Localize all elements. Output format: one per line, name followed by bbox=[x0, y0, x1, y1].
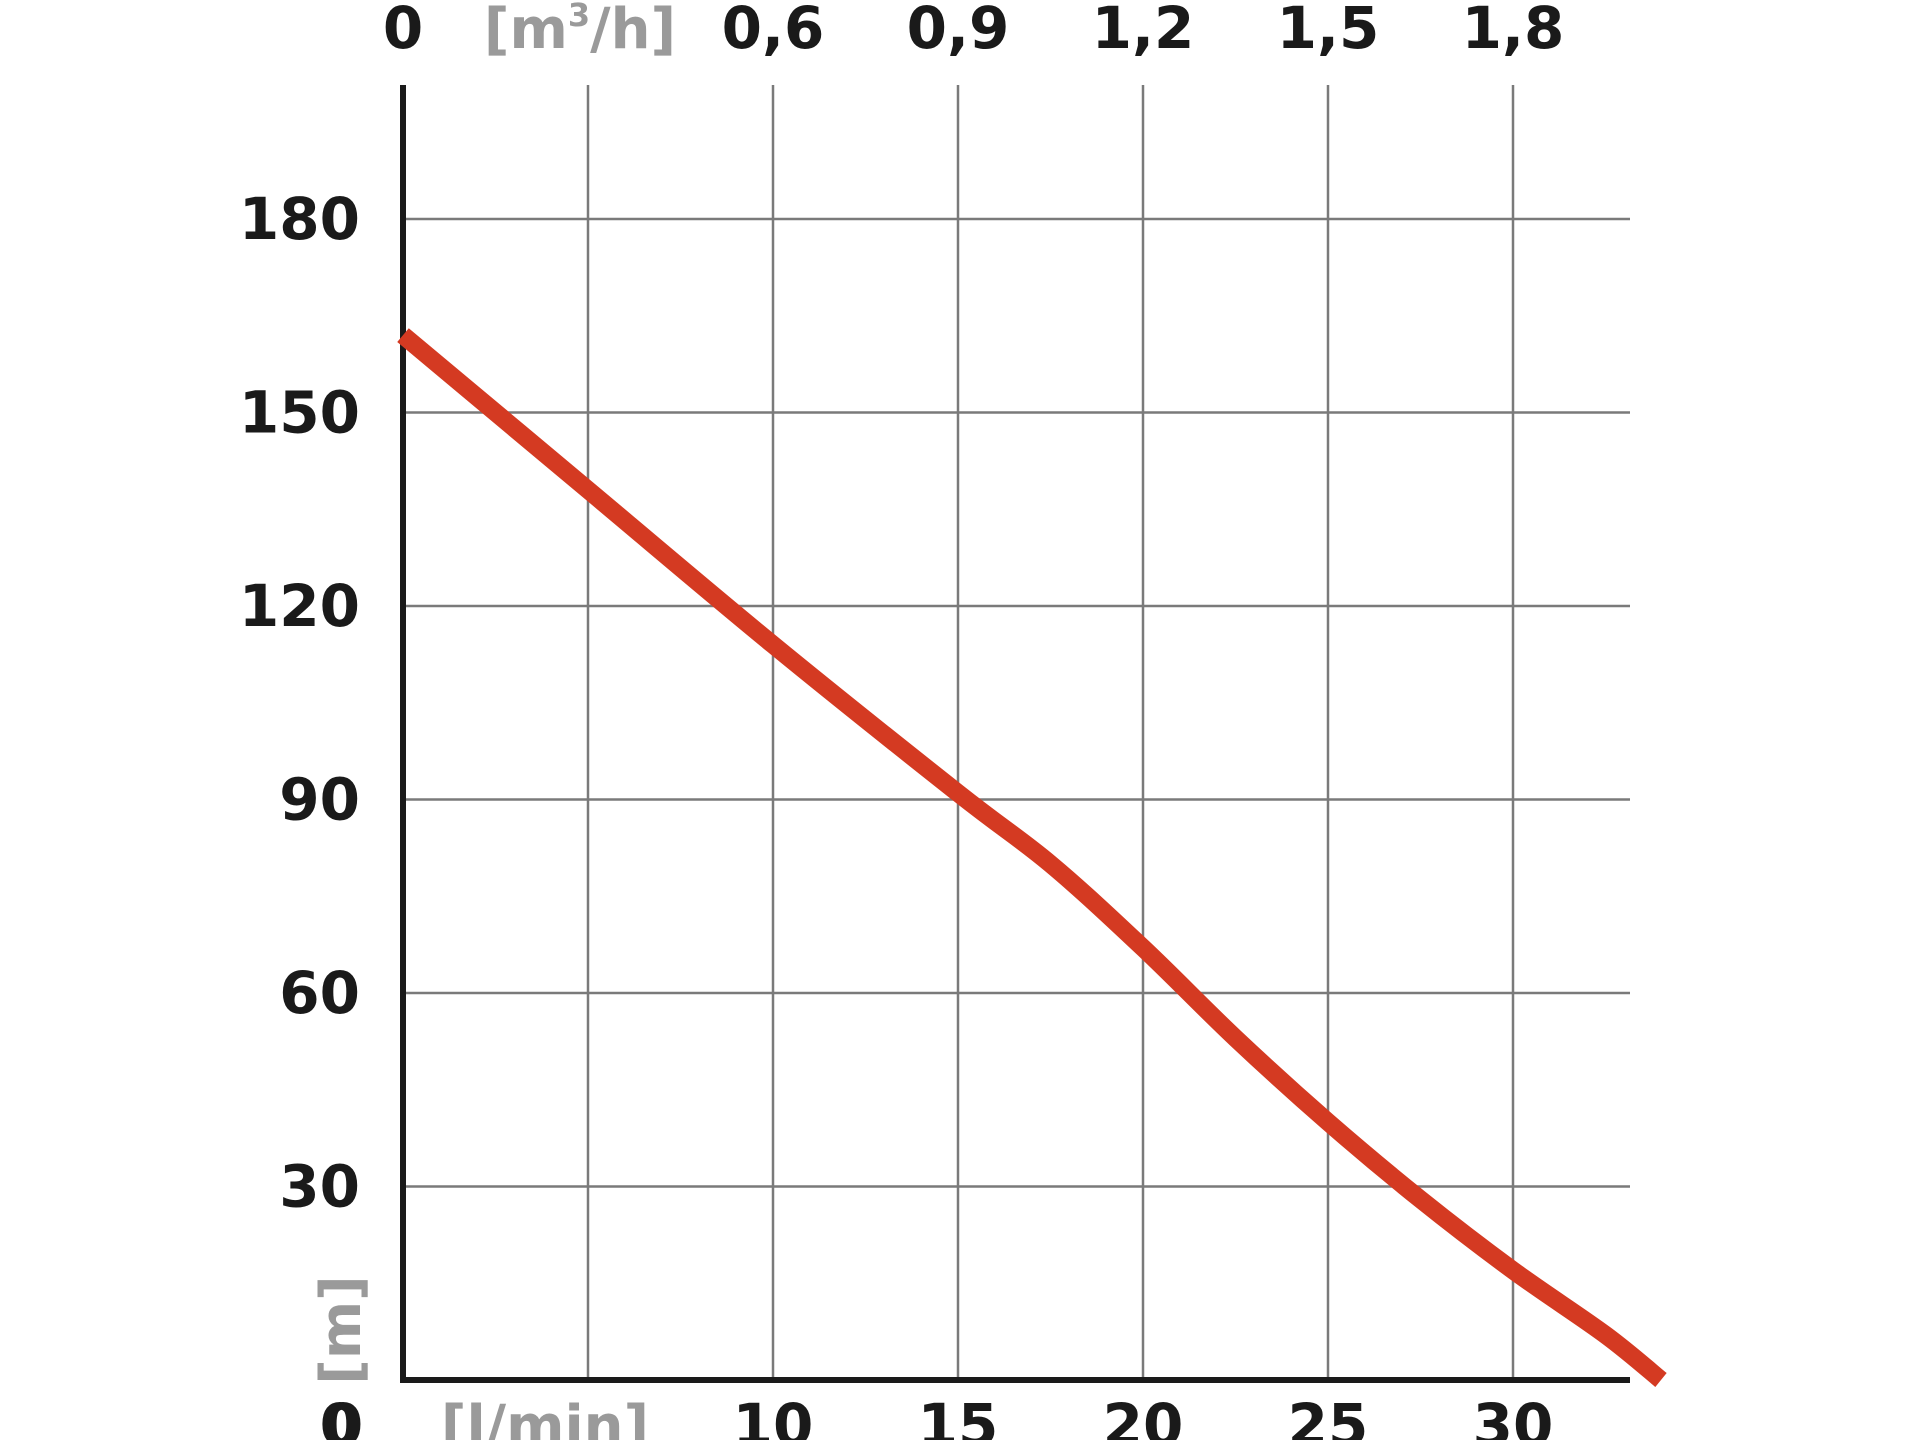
x-axis-unit-label: [l/min] bbox=[441, 1394, 649, 1440]
y-tick-label-4: 150 bbox=[239, 379, 360, 447]
y-tick-label-0: 30 bbox=[279, 1153, 360, 1221]
y-tick-label-1: 60 bbox=[279, 959, 360, 1027]
axes bbox=[400, 85, 1630, 1383]
x2-axis-unit-label: [m3/h] bbox=[484, 0, 676, 62]
x2-tick-label-1: 0,6 bbox=[722, 0, 825, 62]
tick-labels: 0 10 15 20 25 30 0 0,6 0,9 1,2 1,5 1,8 30 60 90 120 150 1… bbox=[239, 0, 1564, 1440]
y-origin-tick-label: 0 bbox=[320, 1391, 360, 1440]
series-line-0 bbox=[397, 328, 1667, 1387]
x-tick-label-0: 0 bbox=[323, 1391, 363, 1440]
x-tick-label-5: 30 bbox=[1473, 1391, 1554, 1440]
x2-tick-label-3: 1,2 bbox=[1092, 0, 1195, 62]
x2-tick-label-2: 0,9 bbox=[907, 0, 1010, 62]
x2-unit-superscript: 3 bbox=[568, 0, 590, 34]
x-tick-label-2: 15 bbox=[918, 1391, 999, 1440]
x2-unit-prefix: [m bbox=[484, 0, 568, 62]
x-tick-label-3: 20 bbox=[1103, 1391, 1184, 1440]
x2-tick-label-4: 1,5 bbox=[1277, 0, 1380, 62]
x2-tick-label-0: 0 bbox=[383, 0, 423, 62]
x-tick-label-1: 10 bbox=[733, 1391, 814, 1440]
x2-unit-suffix: /h] bbox=[590, 0, 676, 62]
y-tick-label-3: 120 bbox=[239, 572, 360, 640]
x2-tick-label-5: 1,8 bbox=[1462, 0, 1565, 62]
y-tick-label-2: 90 bbox=[279, 766, 360, 834]
y-tick-label-5: 180 bbox=[239, 185, 360, 253]
y-axis-unit-label: [m] bbox=[309, 1275, 374, 1385]
grid-lines bbox=[403, 85, 1630, 1380]
x-tick-label-4: 25 bbox=[1288, 1391, 1369, 1440]
series-layer bbox=[397, 328, 1667, 1387]
